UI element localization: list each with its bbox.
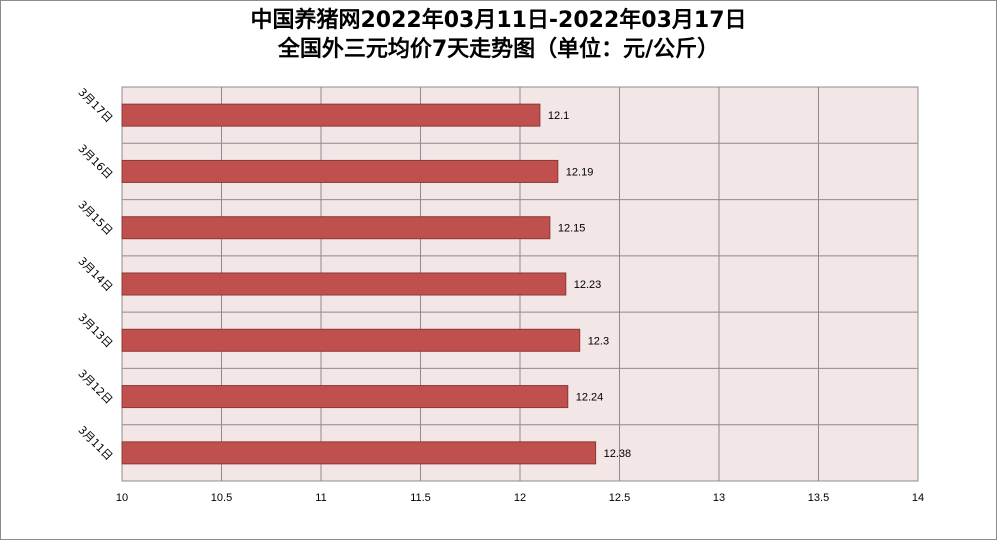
bar xyxy=(121,272,567,296)
data-label: 12.24 xyxy=(576,392,604,404)
chart-title-line-1: 中国养猪网2022年03月11日-2022年03月17日 xyxy=(250,8,747,33)
bar xyxy=(121,385,569,409)
x-tick-label: 13 xyxy=(713,492,725,504)
x-tick-label: 10.5 xyxy=(211,492,232,504)
category-label: 3月14日 xyxy=(75,255,115,295)
bar xyxy=(121,216,551,240)
chart-title-line-2: 全国外三元均价7天走势图（单位：元/公斤） xyxy=(277,37,720,62)
bar xyxy=(121,441,597,465)
data-label: 12.3 xyxy=(588,335,609,347)
bar xyxy=(121,103,541,127)
category-label: 3月12日 xyxy=(75,367,115,407)
x-tick-label: 13.5 xyxy=(808,492,829,504)
x-tick-label: 10 xyxy=(116,492,128,504)
category-label: 3月11日 xyxy=(75,423,115,463)
data-label: 12.1 xyxy=(548,110,569,122)
data-label: 12.19 xyxy=(566,166,594,178)
x-tick-label: 12.5 xyxy=(609,492,630,504)
chart-title: 中国养猪网2022年03月11日-2022年03月17日 全国外三元均价7天走势… xyxy=(0,6,997,64)
data-label: 12.38 xyxy=(604,448,632,460)
data-label: 12.15 xyxy=(558,223,586,235)
category-label: 3月15日 xyxy=(75,198,115,238)
data-label: 12.23 xyxy=(574,279,602,291)
category-label: 3月17日 xyxy=(75,86,115,126)
x-tick-label: 11.5 xyxy=(410,492,431,504)
category-label: 3月16日 xyxy=(75,142,115,182)
category-label: 3月13日 xyxy=(75,311,115,351)
bar xyxy=(121,328,581,352)
x-tick-label: 12 xyxy=(514,492,526,504)
bar xyxy=(121,159,559,183)
x-tick-label: 14 xyxy=(912,492,924,504)
x-tick-label: 11 xyxy=(315,492,326,504)
